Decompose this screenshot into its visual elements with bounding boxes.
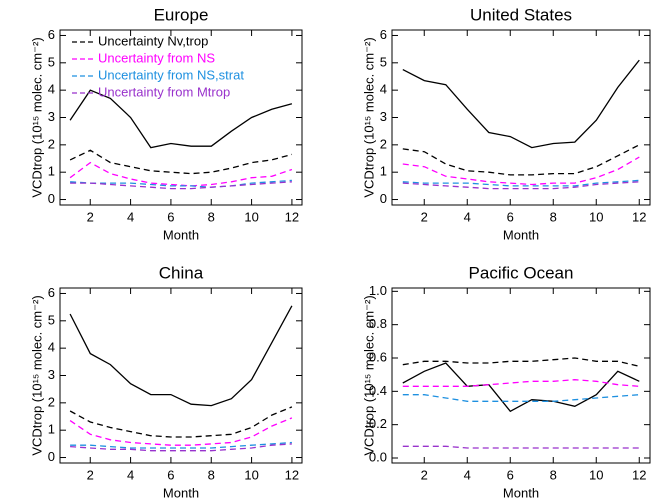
series-line (402, 156, 640, 186)
y-tick-label: 0.6 (369, 349, 387, 364)
x-tick-label: 6 (167, 209, 174, 224)
y-tick-label: 1.0 (369, 283, 387, 298)
series-line (70, 443, 292, 452)
series-line (69, 89, 293, 149)
x-tick-label: 6 (507, 209, 514, 224)
x-tick-label: 10 (244, 209, 258, 224)
y-tick-label: 5 (380, 54, 387, 69)
x-tick-label: 10 (589, 467, 603, 482)
x-tick-label: 2 (421, 467, 428, 482)
y-tick-label: 0 (380, 191, 387, 206)
y-tick-label: 4 (48, 82, 55, 97)
y-tick-label: 2 (48, 136, 55, 151)
series-line (70, 441, 292, 449)
panel-title: Pacific Ocean (469, 263, 574, 282)
series-line (402, 379, 640, 387)
y-tick-label: 0.2 (369, 416, 387, 431)
y-tick-label: 3 (48, 109, 55, 124)
x-axis-label: Month (503, 227, 539, 242)
y-tick-label: 6 (380, 27, 387, 42)
y-tick-label: 5 (48, 312, 55, 327)
y-tick-label: 1 (380, 164, 387, 179)
x-tick-label: 2 (421, 209, 428, 224)
legend-label: Uncertainty from Mtrop (98, 84, 230, 99)
x-tick-label: 8 (208, 467, 215, 482)
series-line (402, 445, 640, 449)
series-line (69, 305, 293, 407)
x-tick-label: 8 (550, 209, 557, 224)
series-line (70, 179, 292, 188)
x-tick-label: 8 (550, 467, 557, 482)
y-tick-label: 3 (380, 109, 387, 124)
y-axis-label: VCDtrop (10¹⁵ molec. cm⁻²) (29, 295, 44, 455)
y-axis-label: VCDtrop (10¹⁵ molec. cm⁻²) (361, 295, 376, 455)
x-tick-label: 12 (632, 467, 646, 482)
y-tick-label: 1 (48, 164, 55, 179)
y-tick-label: 1 (48, 422, 55, 437)
y-tick-label: 0.8 (369, 316, 387, 331)
series-line (402, 394, 640, 402)
x-tick-label: 10 (244, 467, 258, 482)
series-line (69, 406, 293, 438)
panel-title: China (159, 263, 204, 282)
panel-title: Europe (154, 5, 209, 24)
x-tick-label: 2 (87, 209, 94, 224)
x-tick-label: 4 (464, 467, 471, 482)
panel-title: United States (470, 5, 572, 24)
plot-frame (391, 287, 651, 464)
y-tick-label: 5 (48, 54, 55, 69)
y-axis-label: VCDtrop (10¹⁵ molec. cm⁻²) (29, 37, 44, 197)
plot-frame (391, 29, 651, 206)
y-tick-label: 2 (48, 394, 55, 409)
y-tick-label: 2 (380, 136, 387, 151)
series-line (69, 417, 293, 446)
x-tick-label: 12 (285, 467, 299, 482)
x-tick-label: 8 (208, 209, 215, 224)
legend-label: Uncertainty from NS (98, 50, 215, 65)
x-tick-label: 12 (632, 209, 646, 224)
x-tick-label: 4 (127, 467, 134, 482)
series-line (402, 362, 640, 413)
y-tick-label: 0.0 (369, 449, 387, 464)
y-axis-label: VCDtrop (10¹⁵ molec. cm⁻²) (361, 37, 376, 197)
y-tick-label: 0 (48, 449, 55, 464)
series-line (402, 59, 640, 149)
x-tick-label: 6 (167, 467, 174, 482)
x-axis-label: Month (163, 227, 199, 242)
y-tick-label: 0 (48, 191, 55, 206)
x-tick-label: 12 (285, 209, 299, 224)
series-line (69, 161, 293, 187)
y-tick-label: 3 (48, 367, 55, 382)
x-tick-label: 10 (589, 209, 603, 224)
x-tick-label: 6 (507, 467, 514, 482)
x-axis-label: Month (163, 485, 199, 500)
x-axis-label: Month (503, 485, 539, 500)
series-line (402, 357, 640, 367)
y-tick-label: 4 (48, 340, 55, 355)
y-tick-label: 6 (48, 285, 55, 300)
x-tick-label: 4 (464, 209, 471, 224)
x-tick-label: 4 (127, 209, 134, 224)
series-line (69, 149, 293, 175)
y-tick-label: 0.4 (369, 383, 387, 398)
series-line (402, 144, 640, 176)
y-tick-label: 4 (380, 82, 387, 97)
x-tick-label: 2 (87, 467, 94, 482)
legend-label: Uncertainty Nv,trop (98, 33, 208, 48)
legend-label: Uncertainty from NS,strat (98, 67, 244, 82)
series-line (70, 181, 292, 190)
y-tick-label: 6 (48, 27, 55, 42)
